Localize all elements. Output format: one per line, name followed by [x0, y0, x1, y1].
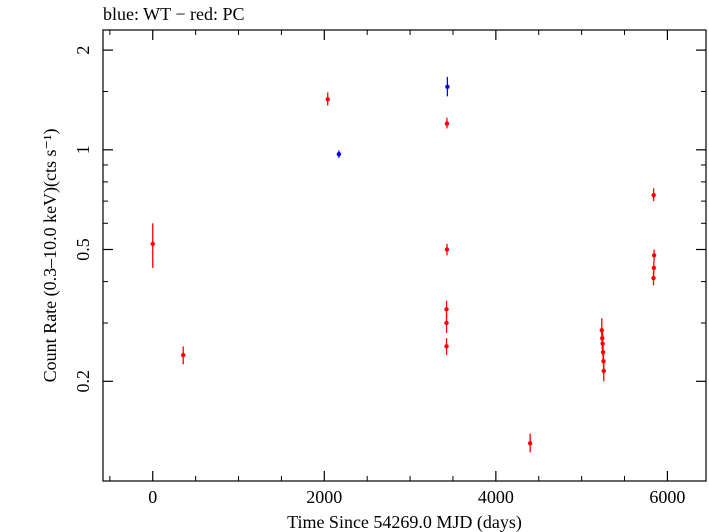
data-point	[651, 192, 656, 198]
data-point	[445, 84, 450, 89]
data-point	[150, 241, 155, 247]
data-point	[601, 358, 606, 364]
data-point	[444, 344, 449, 349]
data-point	[651, 253, 657, 258]
data-point	[325, 97, 330, 102]
data-point	[651, 275, 656, 281]
y-axis-title: Count Rate (0.3–10.0 keV)(cts s⁻¹)	[40, 129, 61, 383]
data-point	[444, 320, 449, 326]
x-tick-label: 6000	[649, 487, 685, 507]
data-point	[444, 121, 450, 126]
data-point	[651, 265, 657, 271]
data-points	[150, 76, 657, 453]
y-tick-label: 1	[73, 145, 93, 154]
data-point	[444, 247, 450, 252]
x-tick-label: 4000	[478, 487, 514, 507]
y-tick-label: 2	[73, 46, 93, 55]
y-tick-label: 0.5	[73, 238, 93, 261]
y-tick-label: 0.2	[73, 370, 93, 393]
data-point	[600, 349, 606, 355]
plot-frame	[102, 29, 707, 482]
data-point	[180, 352, 186, 358]
data-point	[336, 151, 342, 157]
axis-ticks	[103, 30, 706, 481]
x-axis-title: Time Since 54269.0 MJD (days)	[287, 512, 522, 532]
colour-legend-note: blue: WT − red: PC	[103, 4, 244, 24]
data-point	[444, 307, 449, 312]
data-point	[527, 441, 533, 446]
x-tick-label: 0	[148, 487, 157, 507]
x-tick-label: 2000	[306, 487, 342, 507]
data-point	[601, 368, 606, 374]
axis-tick-labels: 0 2000 4000 6000 0.2 0.5 1 2	[73, 46, 685, 507]
